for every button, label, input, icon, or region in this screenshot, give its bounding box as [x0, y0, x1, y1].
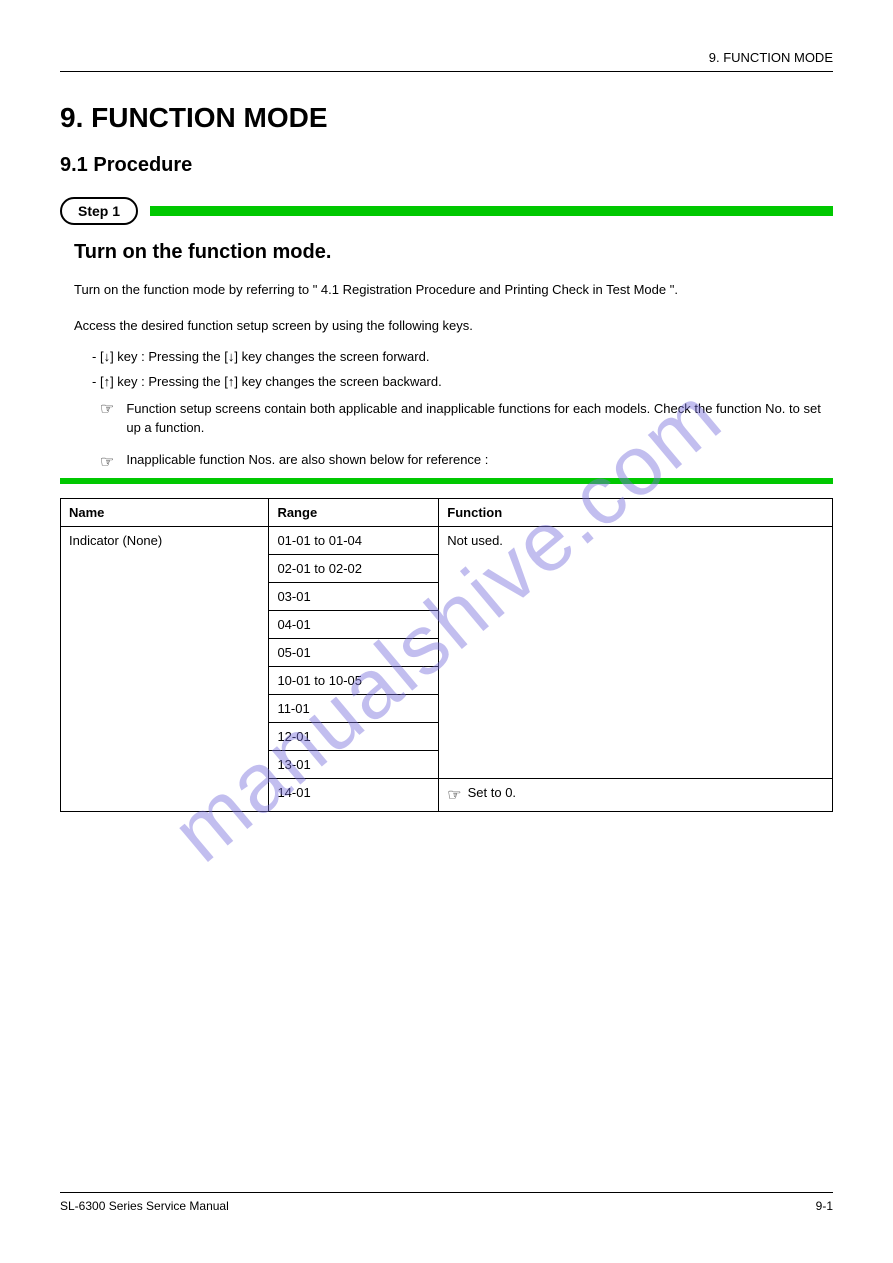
- pointing-hand-icon: ☞: [447, 785, 461, 805]
- cell-range: 11-01: [269, 694, 439, 722]
- page-title: 9. FUNCTION MODE: [60, 102, 833, 134]
- footer-right: 9-1: [816, 1199, 833, 1213]
- footer-rule: [60, 1192, 833, 1193]
- green-rule: [60, 478, 833, 484]
- cell-func-text: Set to 0.: [468, 785, 516, 800]
- list-item: [↓] key : Pressing the [↓] key changes t…: [92, 349, 833, 364]
- step-title: Turn on the function mode.: [74, 241, 833, 264]
- table-header-row: Name Range Function: [61, 498, 833, 526]
- note-row: ☞ Inapplicable function Nos. are also sh…: [100, 452, 833, 472]
- col-header-range: Range: [269, 498, 439, 526]
- cell-range: 03-01: [269, 582, 439, 610]
- list-intro: Access the desired function setup screen…: [74, 318, 833, 333]
- pointing-hand-icon: ☞: [100, 399, 114, 438]
- cell-range: 12-01: [269, 722, 439, 750]
- cell-func: Not used.: [439, 526, 833, 778]
- step-badge: Step 1: [60, 197, 138, 225]
- pointing-hand-icon: ☞: [100, 452, 114, 472]
- footer-left: SL-6300 Series Service Manual: [60, 1199, 229, 1213]
- table-row: Indicator (None) 01-01 to 01-04 Not used…: [61, 526, 833, 554]
- note-text: Function setup screens contain both appl…: [126, 399, 833, 438]
- cell-range: 01-01 to 01-04: [269, 526, 439, 554]
- function-table: Name Range Function Indicator (None) 01-…: [60, 498, 833, 812]
- green-bar: [150, 206, 833, 216]
- header-rule: [60, 71, 833, 72]
- step-row: Step 1: [60, 197, 833, 225]
- cell-range: 13-01: [269, 750, 439, 778]
- cell-range: 05-01: [269, 638, 439, 666]
- cell-range: 14-01: [269, 778, 439, 811]
- header-right: 9. FUNCTION MODE: [709, 50, 833, 65]
- cell-range: 04-01: [269, 610, 439, 638]
- note-text: Inapplicable function Nos. are also show…: [126, 452, 488, 467]
- col-header-func: Function: [439, 498, 833, 526]
- list-item: [↑] key : Pressing the [↑] key changes t…: [92, 374, 833, 389]
- note-row: ☞ Function setup screens contain both ap…: [100, 399, 833, 438]
- body-paragraph: Turn on the function mode by referring t…: [74, 280, 833, 300]
- section-heading: 9.1 Procedure: [60, 154, 833, 177]
- header-block: 9. FUNCTION MODE: [60, 50, 833, 72]
- cell-range: 10-01 to 10-05: [269, 666, 439, 694]
- footer-block: SL-6300 Series Service Manual 9-1: [60, 1192, 833, 1213]
- cell-name: Indicator (None): [61, 526, 269, 811]
- cell-func: ☞ Set to 0.: [439, 778, 833, 811]
- cell-range: 02-01 to 02-02: [269, 554, 439, 582]
- col-header-name: Name: [61, 498, 269, 526]
